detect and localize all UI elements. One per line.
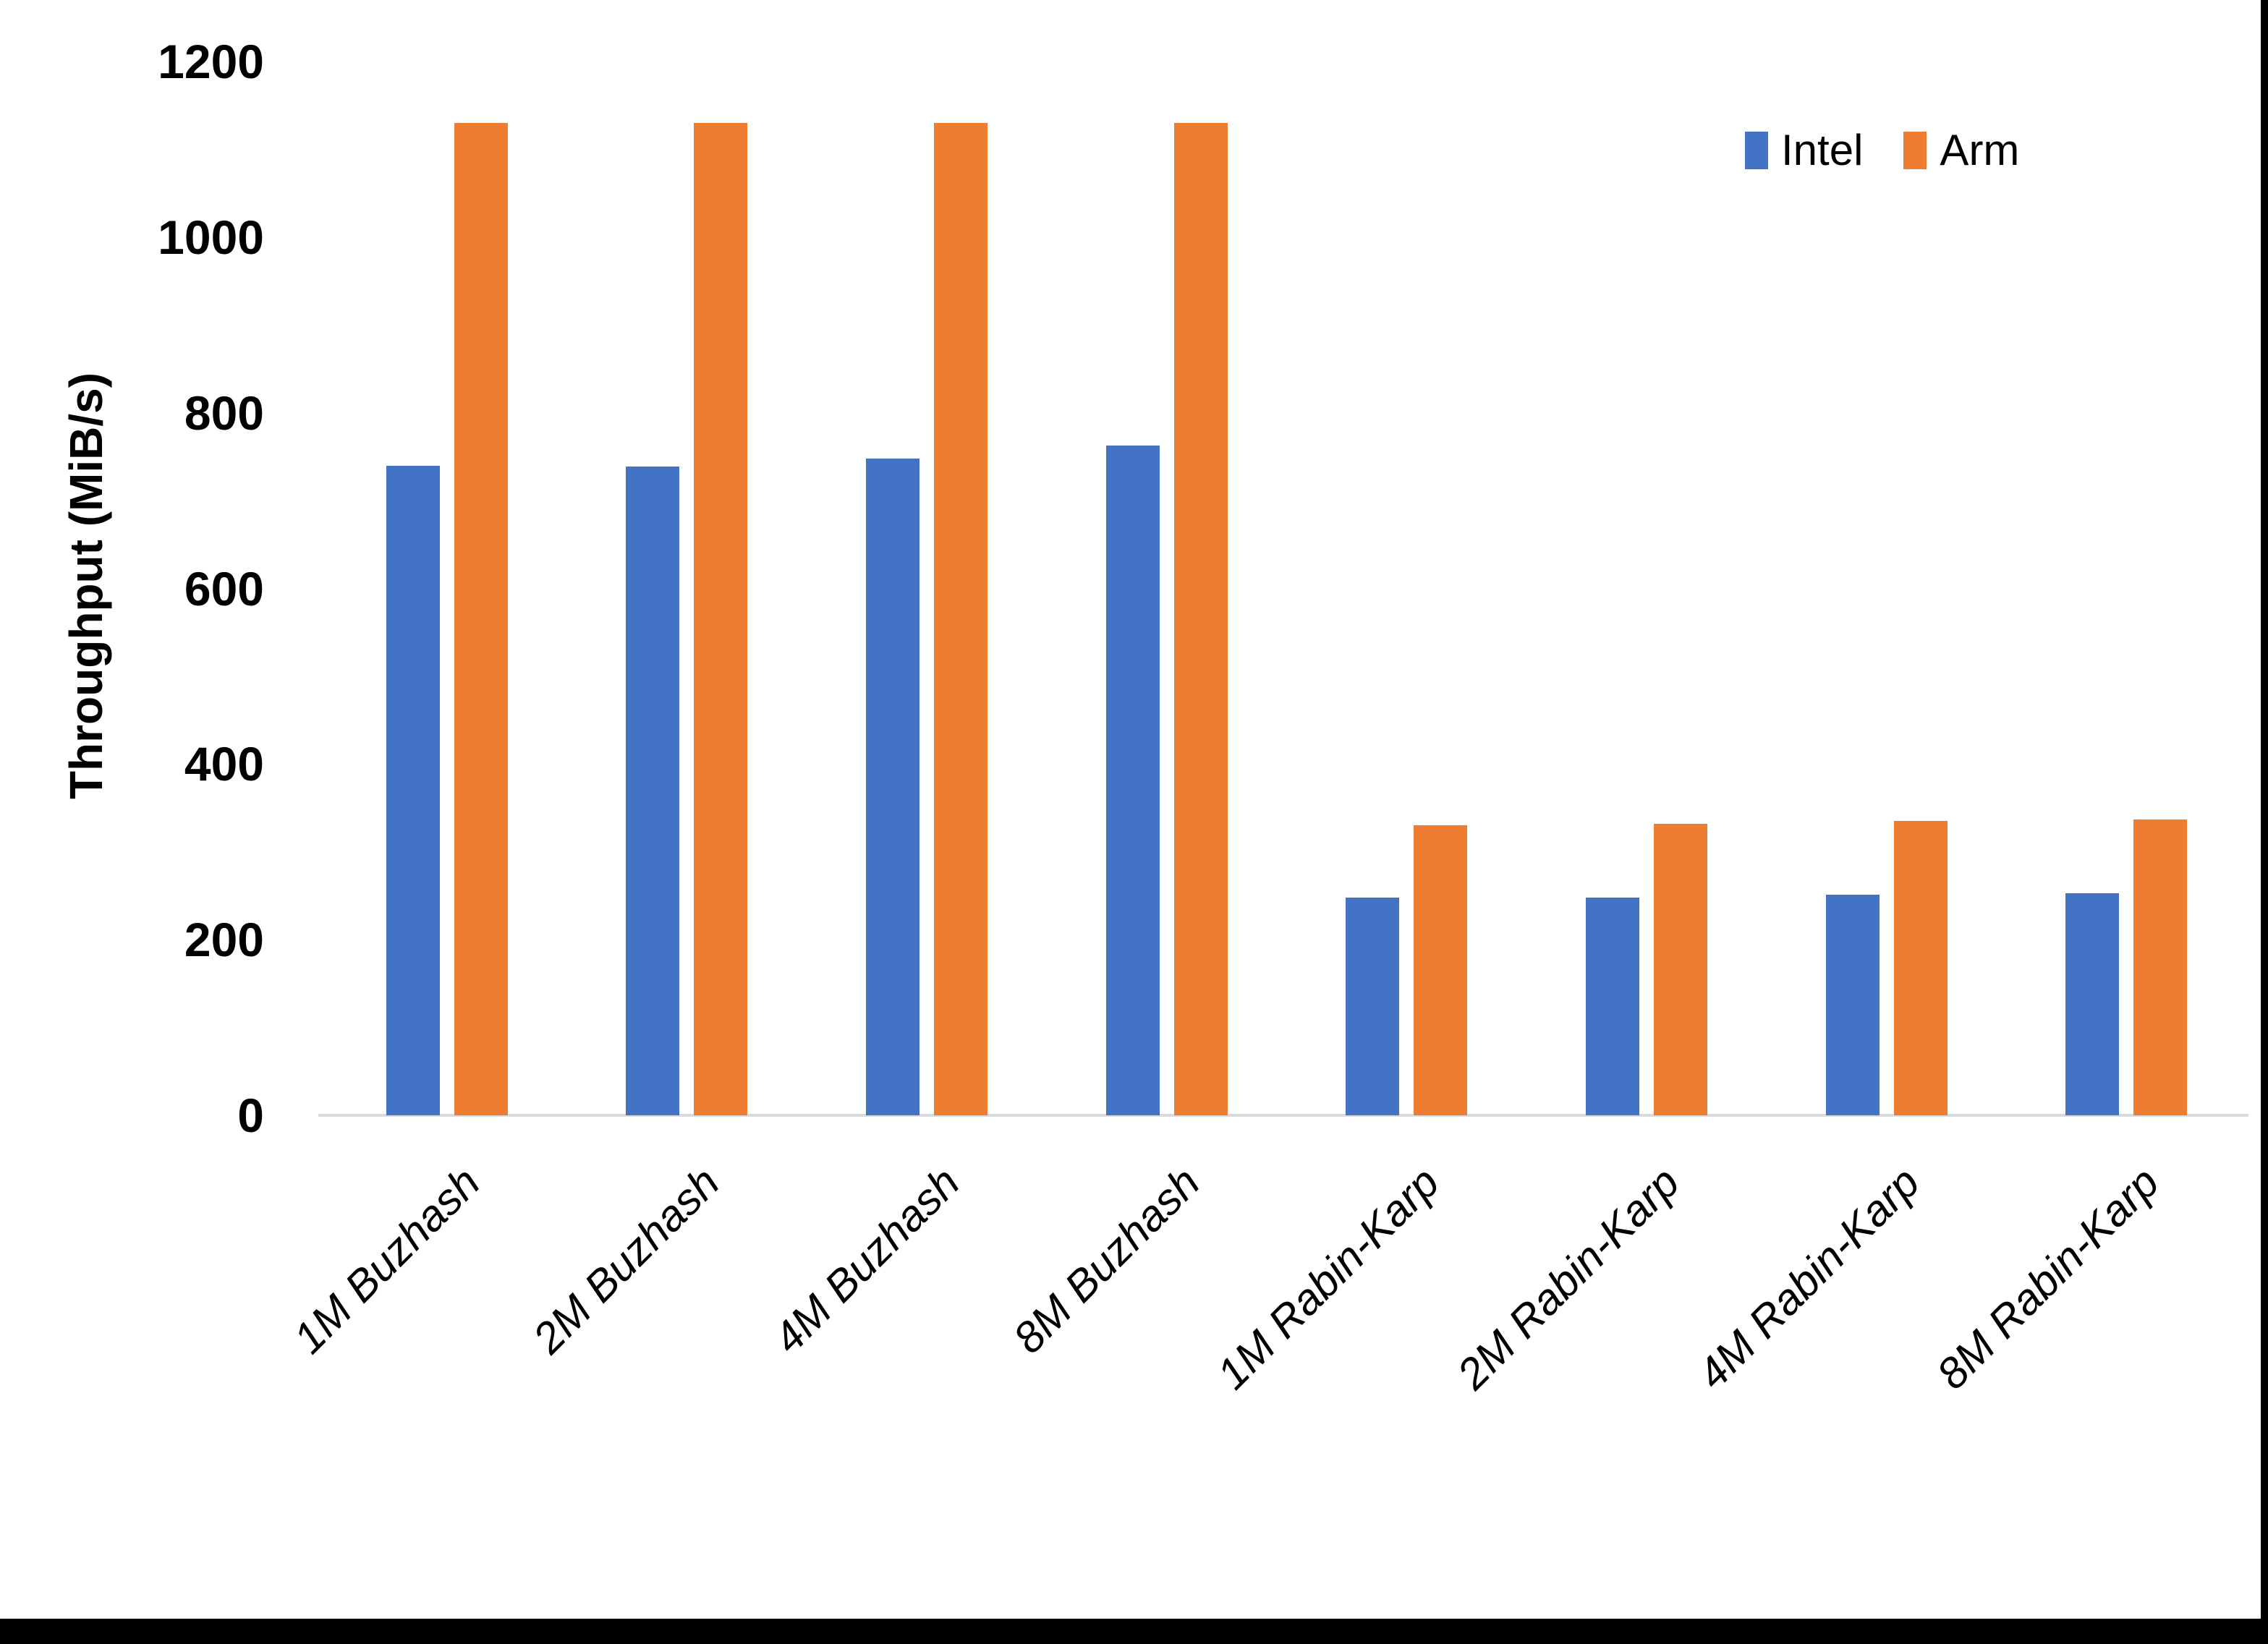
- category-label-4m-buzhash: 4M Buzhash: [763, 1157, 969, 1363]
- bar-arm-4m-rabin-karp: [1893, 821, 1948, 1115]
- bar-arm-8m-buzhash: [1173, 122, 1228, 1115]
- category-label-2m-buzhash: 2M Buzhash: [524, 1157, 729, 1363]
- bar-intel-1m-rabin-karp: [1346, 897, 1400, 1115]
- legend: Intel Arm: [1745, 129, 2019, 172]
- bar-intel-2m-rabin-karp: [1585, 897, 1639, 1115]
- category-label-1m-buzhash: 1M Buzhash: [284, 1157, 489, 1363]
- category-label-1m-rabin-karp: 1M Rabin-Karp: [1207, 1157, 1449, 1399]
- y-tick-label-800: 800: [184, 386, 264, 440]
- bar-intel-1m-buzhash: [386, 465, 440, 1115]
- y-tick-label-600: 600: [184, 561, 264, 616]
- bar-intel-8m-rabin-karp: [2065, 893, 2120, 1115]
- y-tick-label-200: 200: [184, 913, 264, 967]
- bar-arm-1m-rabin-karp: [1414, 825, 1468, 1115]
- bar-arm-8m-rabin-karp: [2133, 819, 2188, 1115]
- bar-arm-1m-buzhash: [454, 122, 508, 1115]
- bar-arm-2m-rabin-karp: [1653, 823, 1707, 1115]
- legend-swatch-intel: [1745, 132, 1768, 169]
- legend-swatch-arm: [1903, 132, 1927, 169]
- bar-intel-8m-buzhash: [1105, 445, 1160, 1115]
- legend-item-intel: Intel: [1745, 129, 1863, 172]
- category-label-2m-rabin-karp: 2M Rabin-Karp: [1448, 1157, 1689, 1399]
- category-label-8m-buzhash: 8M Buzhash: [1003, 1157, 1209, 1363]
- category-label-4m-rabin-karp: 4M Rabin-Karp: [1687, 1157, 1929, 1399]
- x-axis-line: [318, 1114, 2248, 1117]
- screenshot-bottom-border: [0, 1619, 2268, 1644]
- legend-label-intel: Intel: [1781, 126, 1864, 174]
- y-tick-label-0: 0: [237, 1089, 264, 1142]
- y-tick-label-1200: 1200: [158, 35, 264, 88]
- screenshot-right-border: [2261, 0, 2268, 1644]
- bar-arm-2m-buzhash: [694, 122, 748, 1115]
- bar-intel-2m-buzhash: [626, 466, 680, 1115]
- bar-arm-4m-buzhash: [934, 122, 988, 1115]
- y-tick-label-400: 400: [184, 737, 264, 791]
- legend-label-arm: Arm: [1940, 126, 2020, 174]
- y-tick-label-1000: 1000: [158, 210, 264, 264]
- bar-intel-4m-buzhash: [866, 458, 920, 1115]
- bar-intel-4m-rabin-karp: [1825, 895, 1880, 1115]
- category-label-8m-rabin-karp: 8M Rabin-Karp: [1927, 1157, 2169, 1399]
- legend-item-arm: Arm: [1903, 129, 2019, 172]
